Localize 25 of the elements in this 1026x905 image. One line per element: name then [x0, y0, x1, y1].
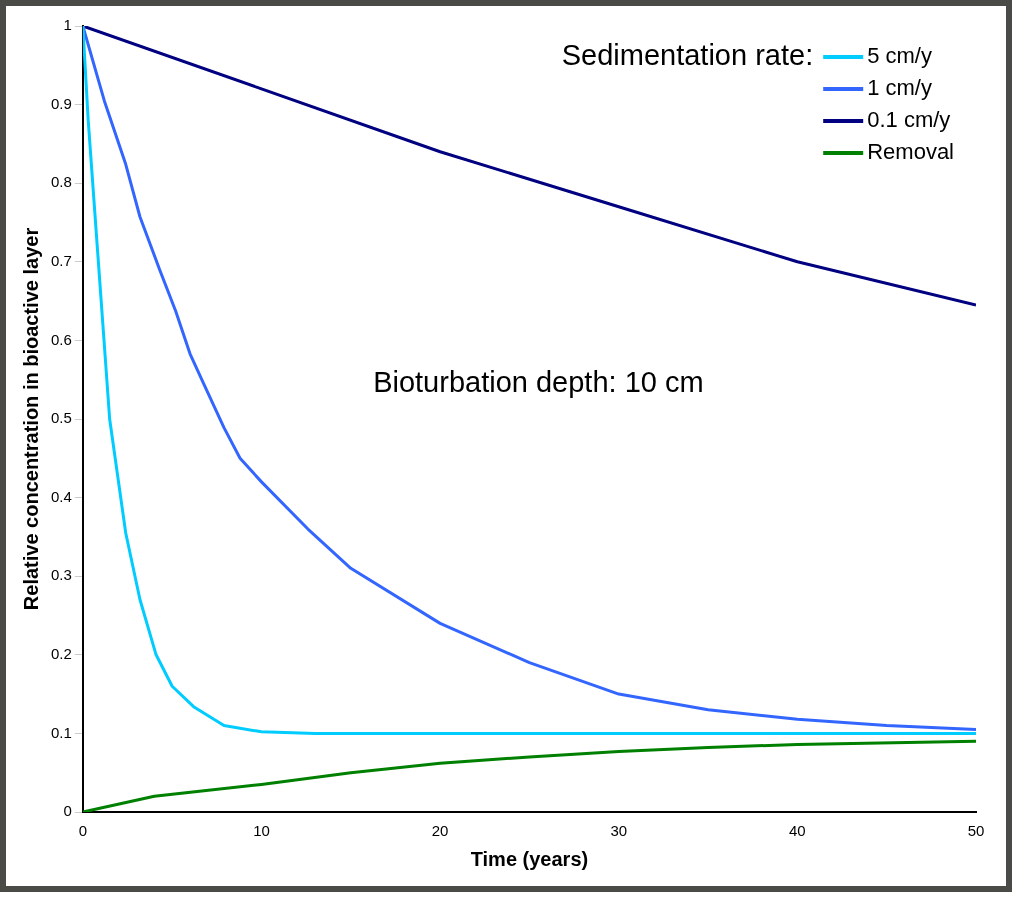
y-tick-label: 0.3 — [50, 566, 72, 584]
x-tick-label: 50 — [967, 822, 985, 840]
x-tick-label: 20 — [431, 822, 449, 840]
legend-title: Sedimentation rate: — [561, 39, 814, 71]
y-tick-label: 0.2 — [50, 644, 72, 662]
legend-label: Removal — [867, 139, 954, 165]
y-tick-label: 0.4 — [50, 487, 72, 505]
y-tick-label: 1 — [63, 16, 72, 34]
x-axis-title: Time (years) — [470, 847, 589, 870]
legend-label: 5 cm/y — [867, 43, 932, 69]
x-tick-label: 0 — [78, 822, 88, 840]
y-tick-label: 0.8 — [50, 173, 72, 191]
x-tick-label: 40 — [789, 822, 806, 840]
y-tick-label: 0.9 — [50, 94, 72, 112]
y-tick-label: 0.1 — [50, 723, 72, 741]
x-tick-label: 10 — [253, 822, 270, 840]
y-axis-title: Relative concentration in bioactive layer — [19, 227, 42, 611]
annotation: Bioturbation depth: 10 cm — [373, 365, 704, 398]
y-tick-label: 0.7 — [50, 251, 72, 269]
legend-label: 0.1 cm/y — [867, 107, 951, 133]
x-tick-label: 30 — [610, 822, 628, 840]
y-tick-label: 0.6 — [50, 330, 72, 348]
legend-label: 1 cm/y — [867, 75, 932, 101]
y-tick-label: 0.5 — [50, 409, 72, 427]
y-tick-label: 0 — [63, 802, 72, 820]
